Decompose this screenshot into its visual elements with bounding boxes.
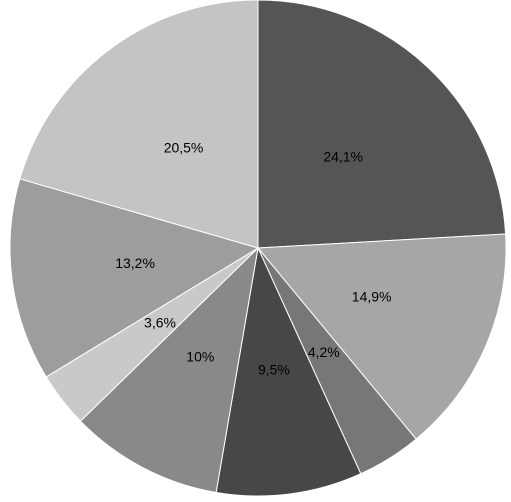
data-label: 14,9% xyxy=(352,288,392,304)
data-label: 9,5% xyxy=(258,362,290,378)
pie-slice xyxy=(19,0,259,249)
pie-slice xyxy=(9,178,260,378)
data-label: 24,1% xyxy=(323,149,363,165)
data-label: 3,6% xyxy=(144,315,176,331)
pie-slice xyxy=(215,246,362,497)
data-label: 13,2% xyxy=(115,255,155,271)
pie-slice xyxy=(256,233,507,440)
pie-slice xyxy=(257,0,507,249)
data-label: 10% xyxy=(186,348,214,364)
data-label: 20,5% xyxy=(164,140,204,156)
data-label: 4,2% xyxy=(308,344,340,360)
pie-slice xyxy=(79,246,259,494)
